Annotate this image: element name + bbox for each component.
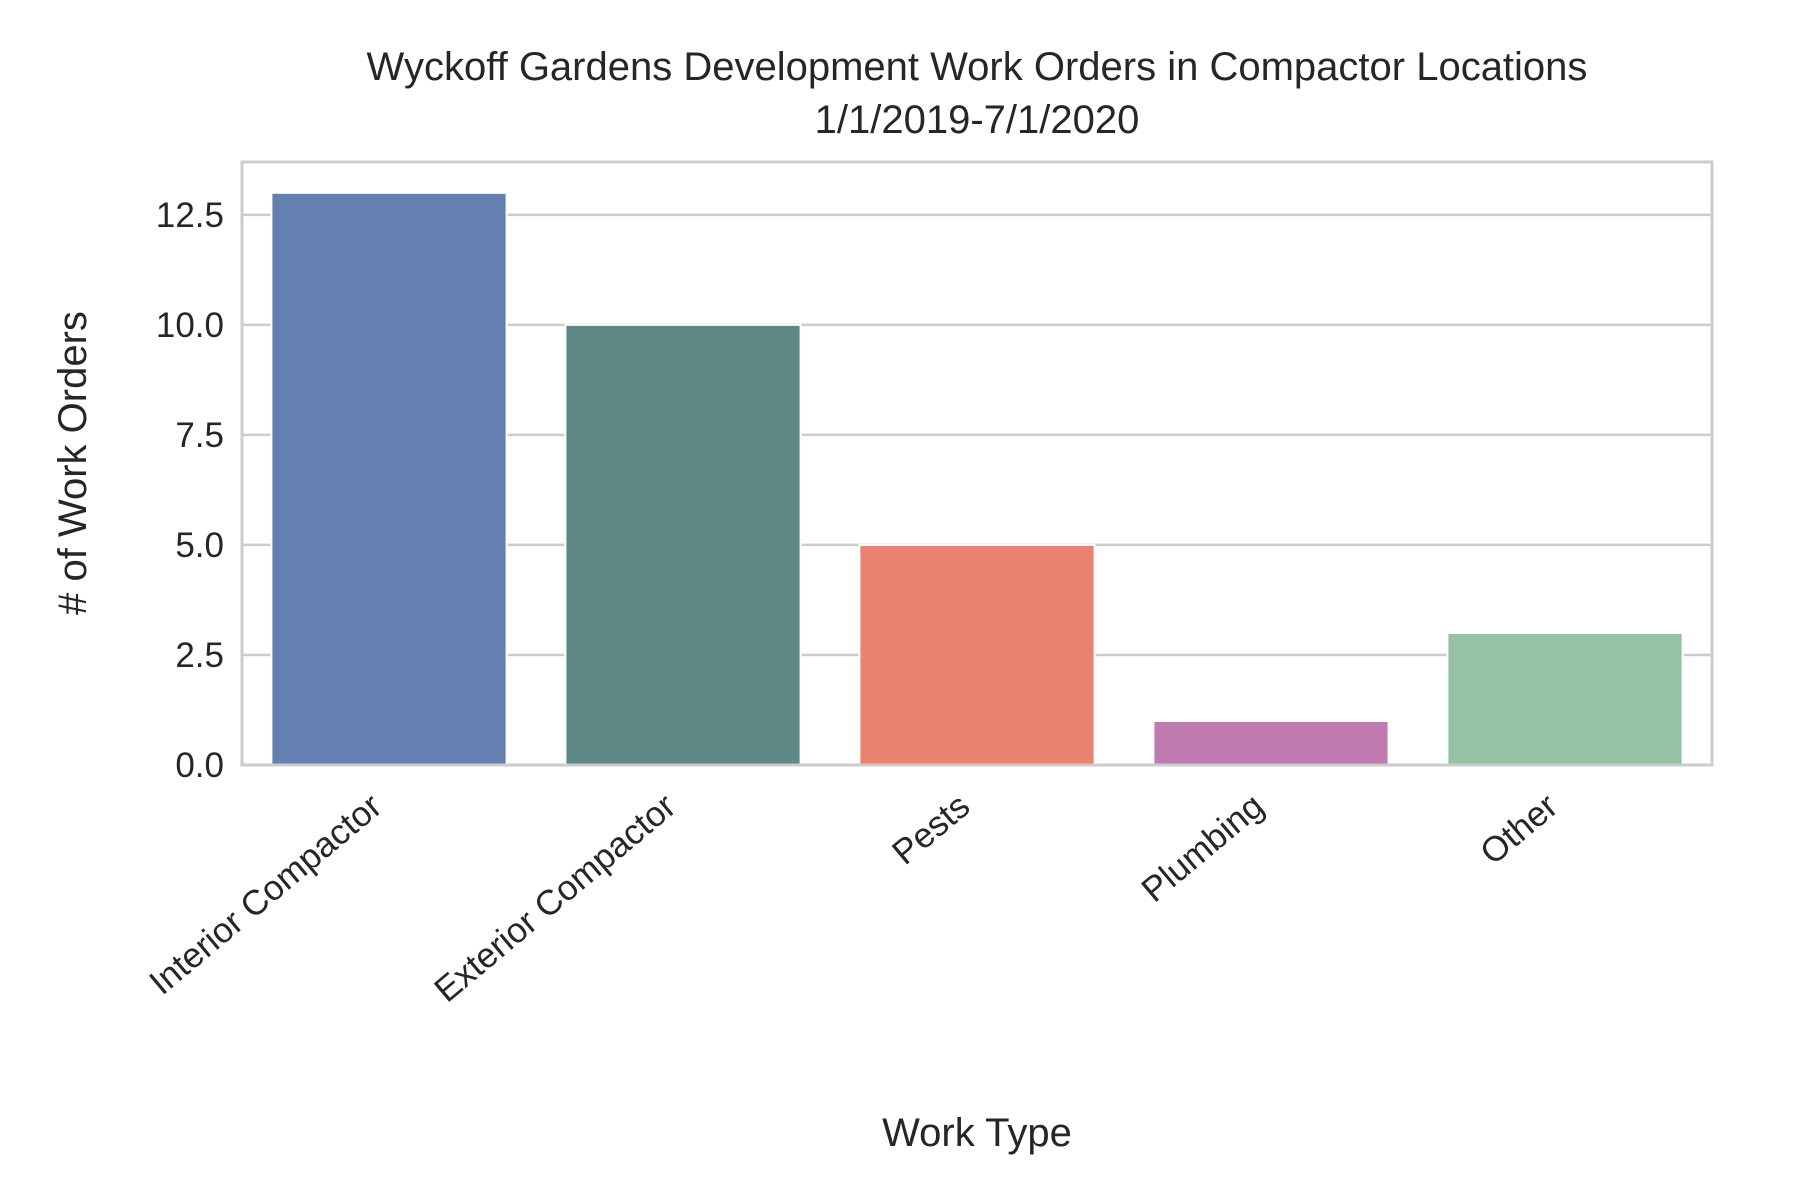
bar: [858, 543, 1096, 766]
x-tick-label: Pests: [885, 786, 977, 872]
y-tick-label: 5.0: [175, 526, 224, 565]
y-axis-label: # of Work Orders: [51, 311, 95, 615]
bar-layer: [270, 191, 1684, 767]
x-tick-label: Interior Compactor: [142, 786, 389, 1002]
y-tick-label: 2.5: [175, 636, 224, 675]
bar: [564, 323, 802, 766]
x-tick-label: Exterior Compactor: [427, 786, 683, 1010]
chart-title: Wyckoff Gardens Development Work Orders …: [367, 45, 1588, 89]
chart-subtitle: 1/1/2019-7/1/2020: [815, 98, 1140, 142]
x-tick-label: Plumbing: [1134, 786, 1271, 910]
y-tick-labels: 0.0 2.5 5.0 7.5 10.0 12.5: [156, 196, 224, 785]
y-tick-label: 10.0: [156, 306, 224, 345]
bar: [1152, 719, 1390, 767]
bar: [270, 191, 508, 766]
x-tick-labels: Interior Compactor Exterior Compactor Pest…: [142, 786, 1565, 1010]
y-tick-label: 7.5: [175, 416, 224, 455]
y-tick-label: 12.5: [156, 196, 224, 235]
plot-frame: [240, 160, 1714, 767]
x-tick-label: Other: [1473, 786, 1565, 872]
x-axis-label: Work Type: [882, 1111, 1072, 1155]
y-tick-label: 0.0: [175, 746, 224, 785]
bar: [1446, 631, 1684, 766]
